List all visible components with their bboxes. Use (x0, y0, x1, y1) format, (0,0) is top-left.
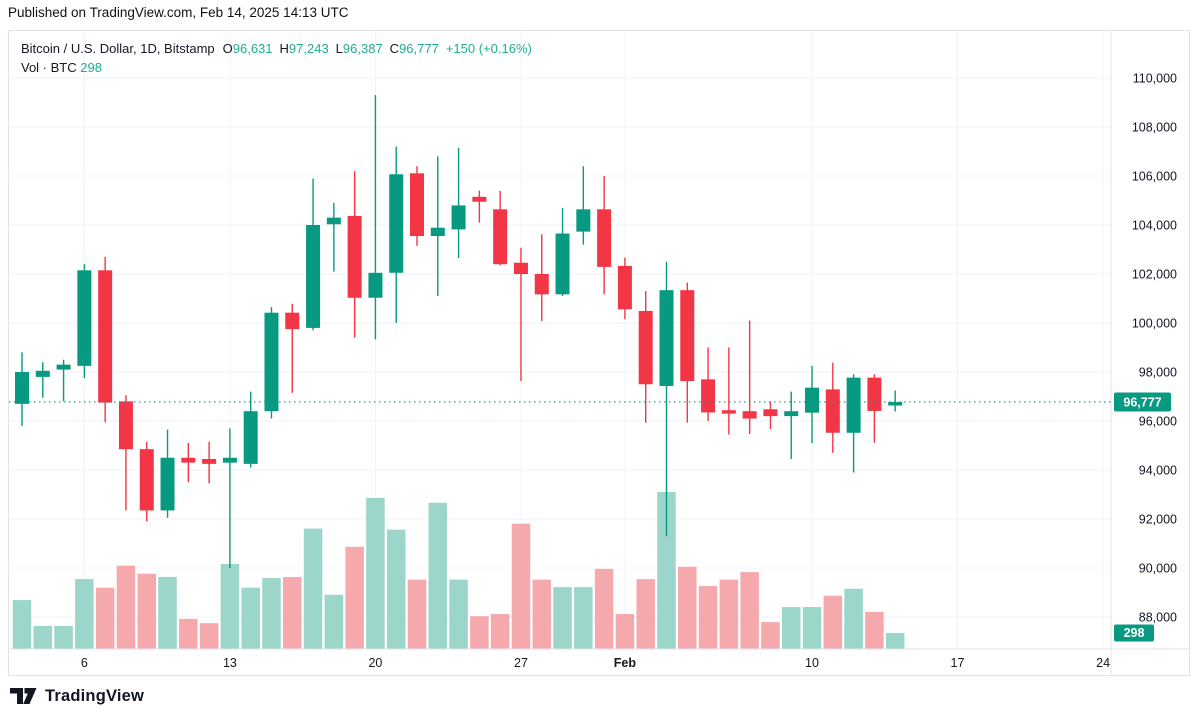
price-axis-label: 100,000 (1132, 317, 1177, 331)
ohlc-high: H97,243 (279, 41, 329, 56)
watermark-text: TradingView (45, 687, 145, 705)
price-axis-label: 98,000 (1139, 366, 1177, 380)
volume-label-badge (1114, 624, 1154, 642)
time-axis-label: Feb (614, 656, 637, 670)
price-axis-label: 102,000 (1132, 268, 1177, 282)
price-label-badge-text: 96,777 (1123, 395, 1161, 409)
ohlc-close: C96,777 (389, 41, 439, 56)
price-axis-label: 110,000 (1133, 72, 1177, 86)
tradingview-watermark[interactable]: TradingView (10, 687, 144, 706)
price-axis-label: 106,000 (1132, 170, 1177, 184)
time-axis[interactable] (9, 649, 1111, 675)
time-axis-label: 13 (223, 656, 237, 670)
time-axis-label: 10 (805, 656, 819, 670)
ohlc-open: O96,631 (222, 41, 273, 56)
time-axis-label: 24 (1096, 656, 1110, 670)
price-axis-label: 94,000 (1139, 464, 1177, 478)
tradingview-logo-icon (10, 688, 37, 704)
symbol-title: Bitcoin / U.S. Dollar, 1D, Bitstamp (21, 41, 215, 56)
time-axis-label: 20 (368, 656, 382, 670)
volume-label-badge-text: 298 (1124, 626, 1145, 640)
time-axis-label: 17 (951, 656, 965, 670)
price-axis-label: 104,000 (1132, 219, 1177, 233)
price-axis-label: 96,000 (1139, 415, 1177, 429)
legend-row-volume: Vol · BTC 298 (21, 58, 532, 77)
price-axis-label: 88,000 (1139, 611, 1177, 625)
chart-card: 110,000 108,000 106,000 104,000 102,000 100,0… (8, 30, 1190, 676)
published-text: Published on TradingView.com, Feb 14, 20… (8, 5, 349, 20)
time-axis-label: 6 (81, 656, 88, 670)
price-label-badge (1114, 392, 1171, 412)
chart-legend: Bitcoin / U.S. Dollar, 1D, Bitstamp O96,6… (21, 39, 532, 77)
volume-legend-value: 298 (80, 60, 102, 75)
volume-legend-label: Vol · BTC (21, 60, 77, 75)
price-axis-label: 108,000 (1132, 121, 1177, 135)
price-axis[interactable] (1111, 31, 1189, 649)
price-axis-label: 90,000 (1139, 562, 1177, 576)
legend-row-symbol: Bitcoin / U.S. Dollar, 1D, Bitstamp O96,6… (21, 39, 532, 58)
candlestick-chart[interactable]: 110,000 108,000 106,000 104,000 102,000 100,0… (9, 31, 1189, 675)
ohlc-low: L96,387 (335, 41, 383, 56)
price-axis-label: 92,000 (1139, 513, 1177, 527)
time-axis-label: 27 (514, 656, 528, 670)
change-value: +150 (+0.16%) (445, 41, 532, 56)
